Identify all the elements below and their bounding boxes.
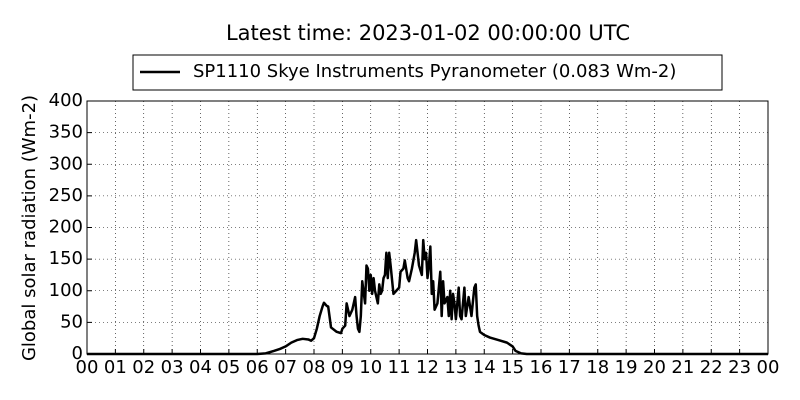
y-tick-label: 400: [49, 90, 83, 111]
y-tick-label: 0: [72, 343, 83, 364]
y-axis-label: Global solar radiation (Wm-2): [19, 95, 40, 361]
y-tick-label: 150: [49, 248, 83, 269]
x-tick-label: 03: [161, 357, 184, 378]
x-tick-label: 12: [416, 357, 439, 378]
x-tick-label: 00: [757, 357, 780, 378]
x-tick-label: 20: [643, 357, 666, 378]
x-tick-label: 22: [700, 357, 723, 378]
y-tick-label: 300: [49, 153, 83, 174]
x-tick-label: 04: [189, 357, 212, 378]
y-tick-label: 250: [49, 185, 83, 206]
x-tick-label: 21: [671, 357, 694, 378]
x-tick-label: 06: [246, 357, 269, 378]
x-tick-label: 18: [586, 357, 609, 378]
y-tick-label: 100: [49, 280, 83, 301]
legend-label: SP1110 Skye Instruments Pyranometer (0.0…: [193, 61, 676, 82]
x-tick-label: 19: [615, 357, 638, 378]
legend-box: [132, 54, 723, 91]
chart-title: Latest time: 2023-01-02 00:00:00 UTC: [226, 21, 630, 45]
x-tick-label: 01: [104, 357, 127, 378]
x-tick-label: 02: [132, 357, 155, 378]
x-tick-label: 11: [388, 357, 411, 378]
y-tick-label: 200: [49, 217, 83, 238]
y-tick-label: 50: [60, 311, 83, 332]
x-tick-label: 17: [558, 357, 581, 378]
x-tick-label: 14: [473, 357, 496, 378]
x-tick-label: 07: [274, 357, 297, 378]
x-tick-label: 13: [444, 357, 467, 378]
y-tick-label: 350: [49, 122, 83, 143]
x-tick-label: 00: [76, 357, 99, 378]
x-tick-label: 08: [303, 357, 326, 378]
x-tick-label: 05: [217, 357, 240, 378]
x-tick-label: 16: [530, 357, 553, 378]
plot-frame: [86, 100, 769, 355]
x-tick-label: 15: [501, 357, 524, 378]
data-line: [87, 238, 768, 356]
x-tick-label: 09: [331, 357, 354, 378]
x-tick-label: 10: [359, 357, 382, 378]
x-tick-label: 23: [728, 357, 751, 378]
